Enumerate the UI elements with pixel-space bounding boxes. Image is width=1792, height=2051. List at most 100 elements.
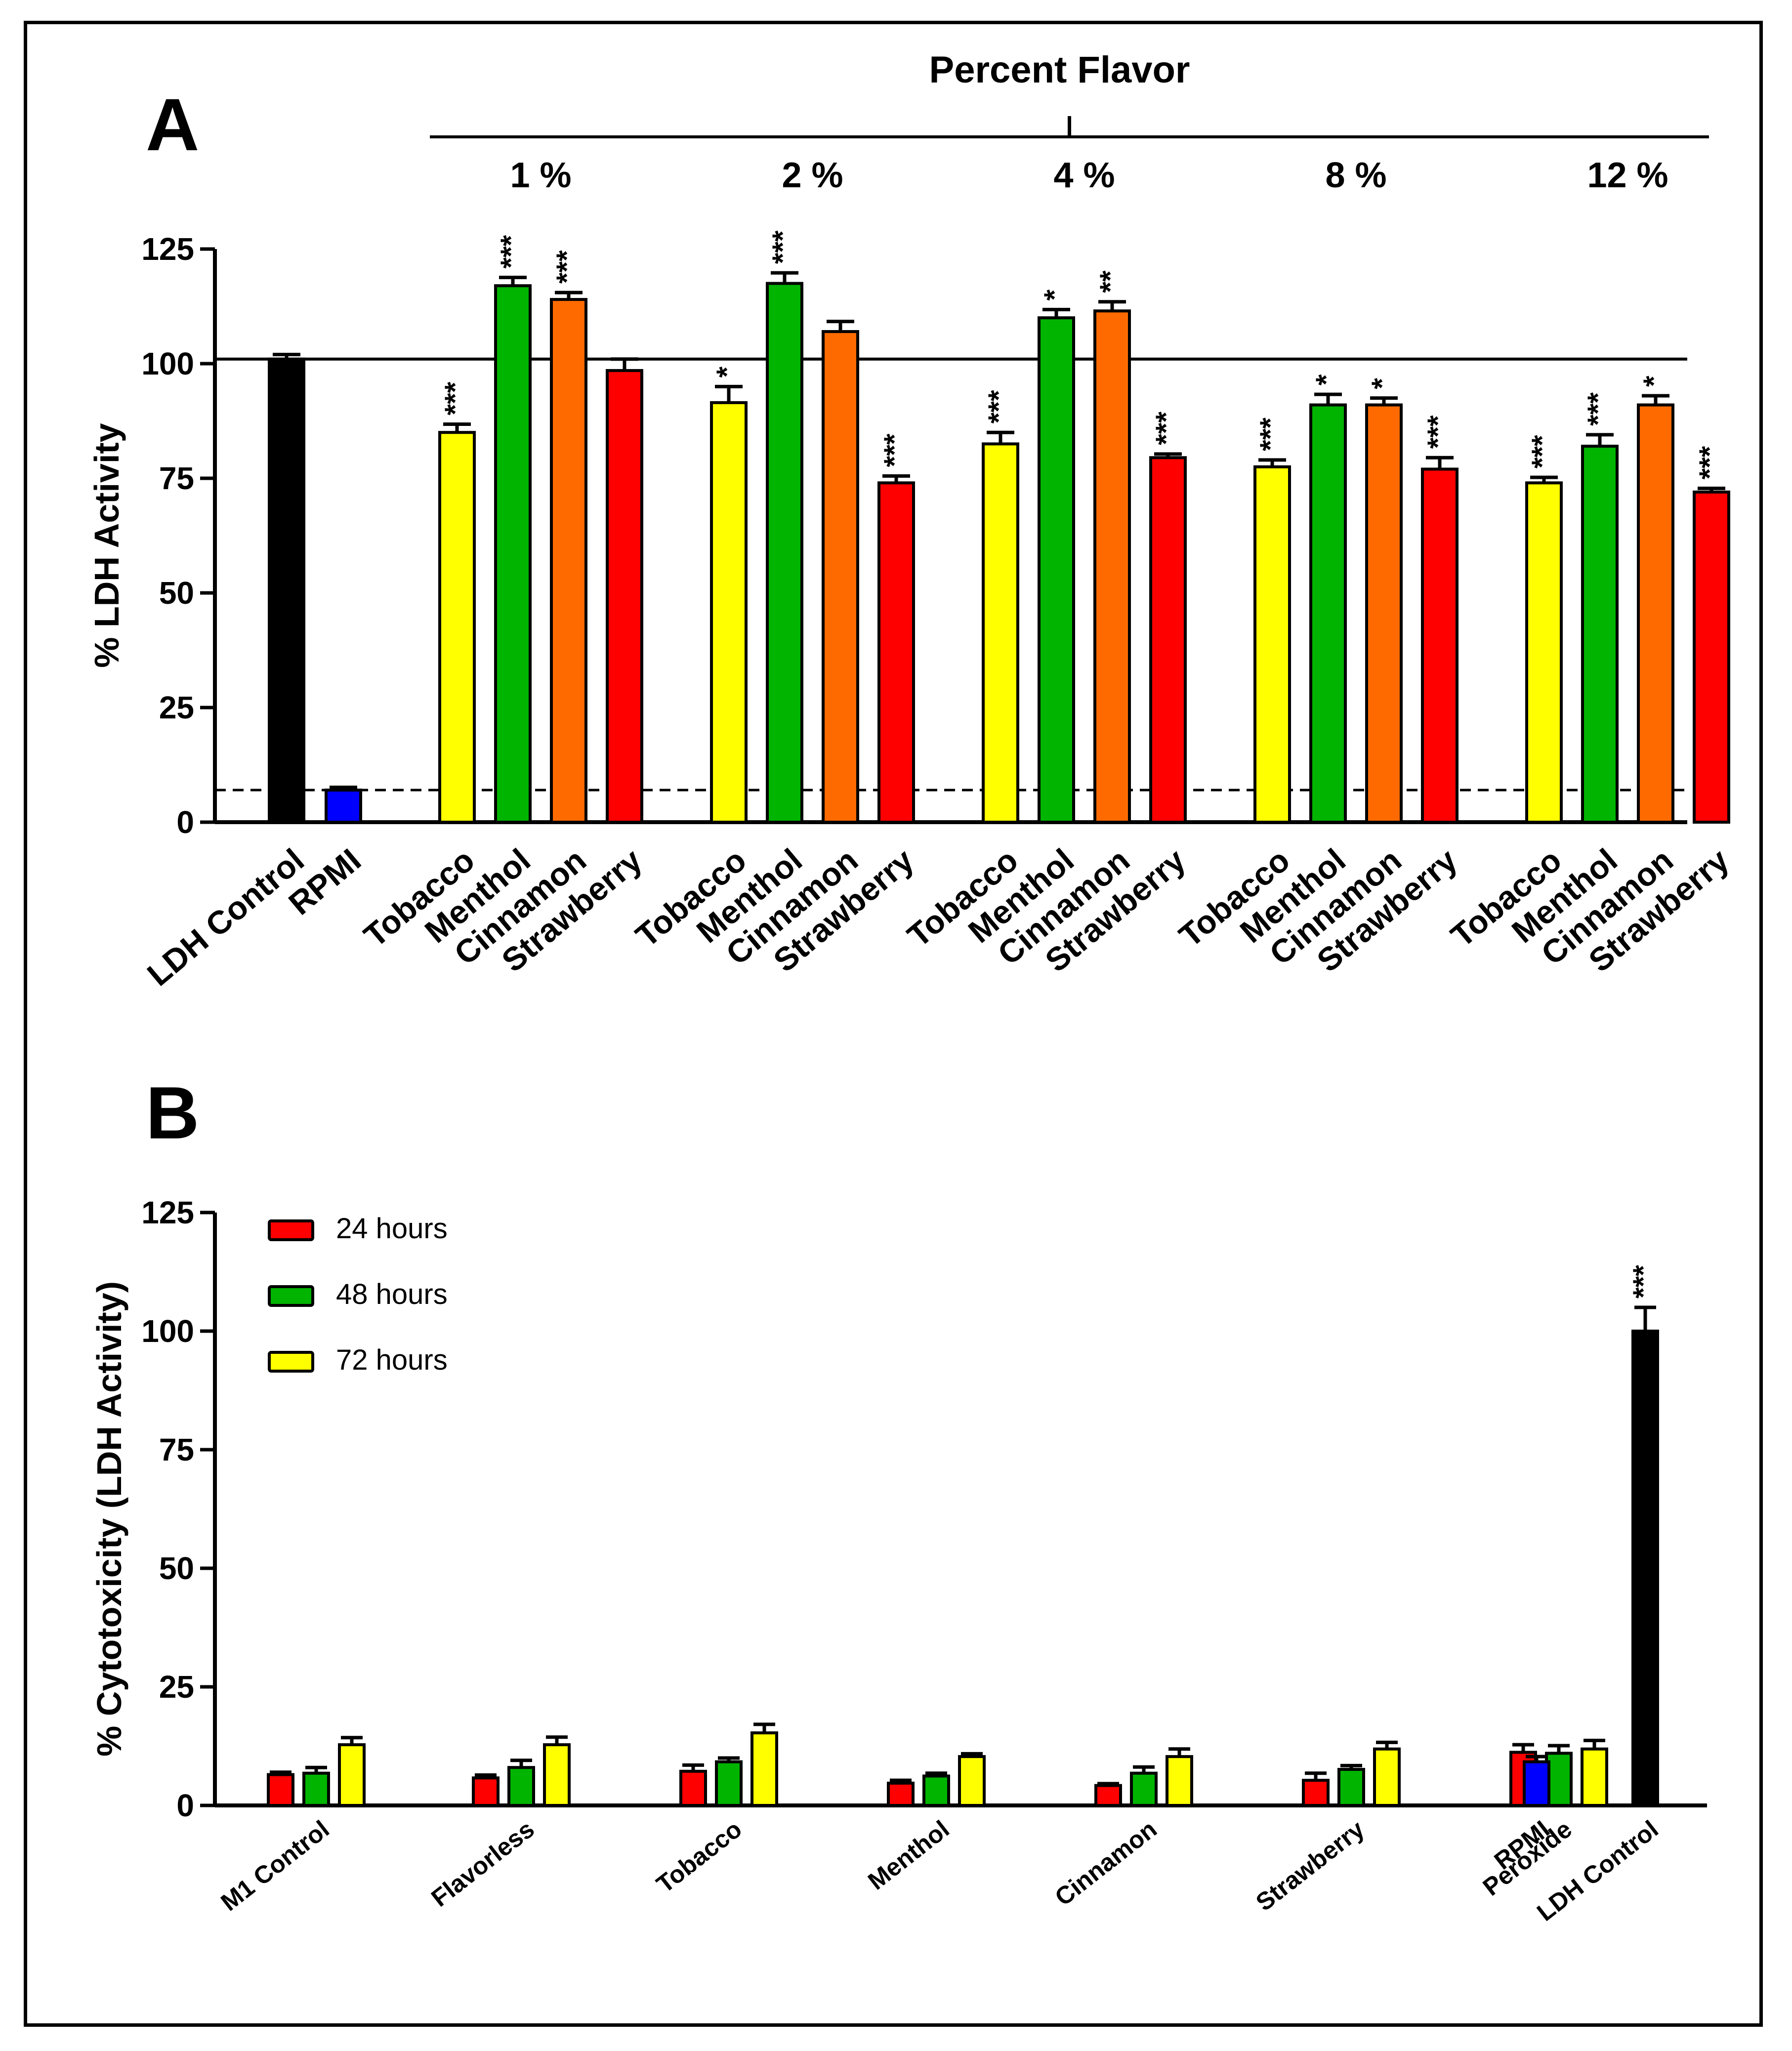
bar-tobacco-4 [1255,467,1290,822]
significance-mark: *** [1422,415,1454,449]
significance-mark: * [1366,378,1398,389]
bar-cinnamon-3 [1095,311,1129,822]
significance-mark: *** [1150,412,1182,445]
group-label: 1 % [510,156,571,195]
bar-ldh-control [269,359,304,822]
panel-label-b: B [146,1071,199,1154]
bar-menthol-1 [496,286,530,822]
significance-mark: *** [767,230,799,264]
group-label: 12 % [1587,156,1668,195]
bar-menthol-72-hours [959,1757,984,1805]
y-tick-label: 0 [176,804,194,840]
significance-mark: *** [439,381,471,415]
error-bar [715,386,743,402]
legend-label: 72 hours [336,1344,448,1376]
bar-tobacco-3 [983,444,1018,822]
bar-m1-control-72-hours [339,1745,364,1805]
bar-rpmi [1524,1762,1549,1805]
significance-mark: *** [1254,418,1287,451]
y-axis-label: % Cytotoxicity (LDH Activity) [90,1281,128,1757]
legend-label: 24 hours [336,1213,448,1245]
error-bar [1426,458,1454,469]
error-bar [1314,394,1342,405]
panel-label-a: A [146,83,199,166]
significance-mark: *** [1582,392,1614,426]
y-tick-label: 50 [159,575,194,611]
bar-peroxide-72-hours [1582,1749,1607,1805]
significance-mark: *** [551,250,583,284]
significance-mark: *** [1694,446,1726,479]
figure-canvas: A 0 25 50 75 100 125 % LDH Activity LDH Control… [27,24,1759,2023]
bar-flavorless-48-hours [509,1767,534,1805]
bar-tobacco-72-hours [752,1733,777,1805]
bar-cinnamon-72-hours [1167,1757,1192,1805]
x-tick-label: Cinnamon [1050,1815,1162,1912]
bar-tobacco-24-hours [681,1771,706,1805]
error-bar [987,432,1014,444]
y-tick-label: 100 [141,1313,194,1349]
legend-label: 48 hours [336,1278,448,1310]
bar-menthol-4 [1311,405,1345,822]
y-tick-label: 125 [141,231,194,267]
y-tick-label: 75 [159,1432,194,1467]
x-tick-label: M1 Control [216,1815,334,1917]
bar-strawberry-2 [879,483,914,822]
bar-tobacco-1 [440,432,474,822]
chart-title: Percent Flavor [929,49,1190,91]
bar-strawberry-48-hours [1339,1769,1364,1805]
error-bar [1097,1784,1119,1786]
bar-menthol-5 [1583,446,1617,822]
error-bar [611,359,638,371]
significance-mark: * [1039,289,1071,300]
x-tick-label: Flavorless [426,1815,539,1912]
bar-flavorless-72-hours [544,1745,569,1805]
significance-mark: *** [1526,435,1558,468]
bar-strawberry-24-hours [1303,1780,1328,1805]
bar-ldh-control [1633,1331,1658,1805]
x-tick-label: Strawberry [1250,1815,1369,1916]
panel-a: A 0 25 50 75 100 125 % LDH Activity LDH Control… [87,49,1736,993]
y-tick-label: 25 [159,1669,194,1705]
bar-flavorless-24-hours [473,1778,498,1805]
significance-mark: * [711,366,743,377]
bar-cinnamon-2 [823,332,858,822]
bar-tobacco-5 [1527,483,1561,822]
error-bar [1634,1307,1656,1331]
bar-strawberry-72-hours [1375,1749,1399,1805]
x-tick-label: Tobacco [651,1815,747,1898]
error-bar [771,273,798,283]
group-label: 4 % [1053,156,1115,195]
y-tick-label: 50 [159,1550,194,1586]
group-label: 8 % [1325,156,1386,195]
significance-mark: * [1638,376,1670,387]
panel-b: B 0255075100125% Cytotoxicity (LDH Activ… [90,1071,1707,1926]
bar-cinnamon-4 [1367,405,1401,822]
bar-strawberry-1 [607,371,642,822]
error-bar [1586,435,1614,446]
bar-menthol-24-hours [888,1783,913,1805]
significance-mark: *** [495,235,527,268]
y-tick-label: 0 [176,1788,194,1823]
significance-mark: *** [983,390,1015,423]
significance-mark: *** [878,433,911,467]
legend-swatch [269,1352,313,1371]
bar-cinnamon-1 [551,299,586,822]
bar-cinnamon-5 [1638,405,1673,822]
y-axis-label: % LDH Activity [87,423,126,668]
bar-menthol-3 [1039,318,1074,822]
bar-m1-control-48-hours [304,1773,329,1805]
bar-tobacco-2 [711,403,746,822]
bar-rpmi [326,790,361,822]
legend-swatch [269,1221,313,1240]
bar-menthol-48-hours [924,1776,949,1805]
group-label: 2 % [782,156,843,195]
bar-tobacco-48-hours [716,1762,741,1805]
y-tick-label: 75 [159,460,194,496]
bar-m1-control-24-hours [268,1775,293,1805]
error-bar [827,322,854,332]
bar-strawberry-4 [1422,469,1457,822]
bar-strawberry-5 [1694,492,1729,822]
bar-menthol-2 [767,284,802,822]
x-tick-label: LDH Control [140,841,311,993]
y-tick-label: 100 [141,346,194,381]
